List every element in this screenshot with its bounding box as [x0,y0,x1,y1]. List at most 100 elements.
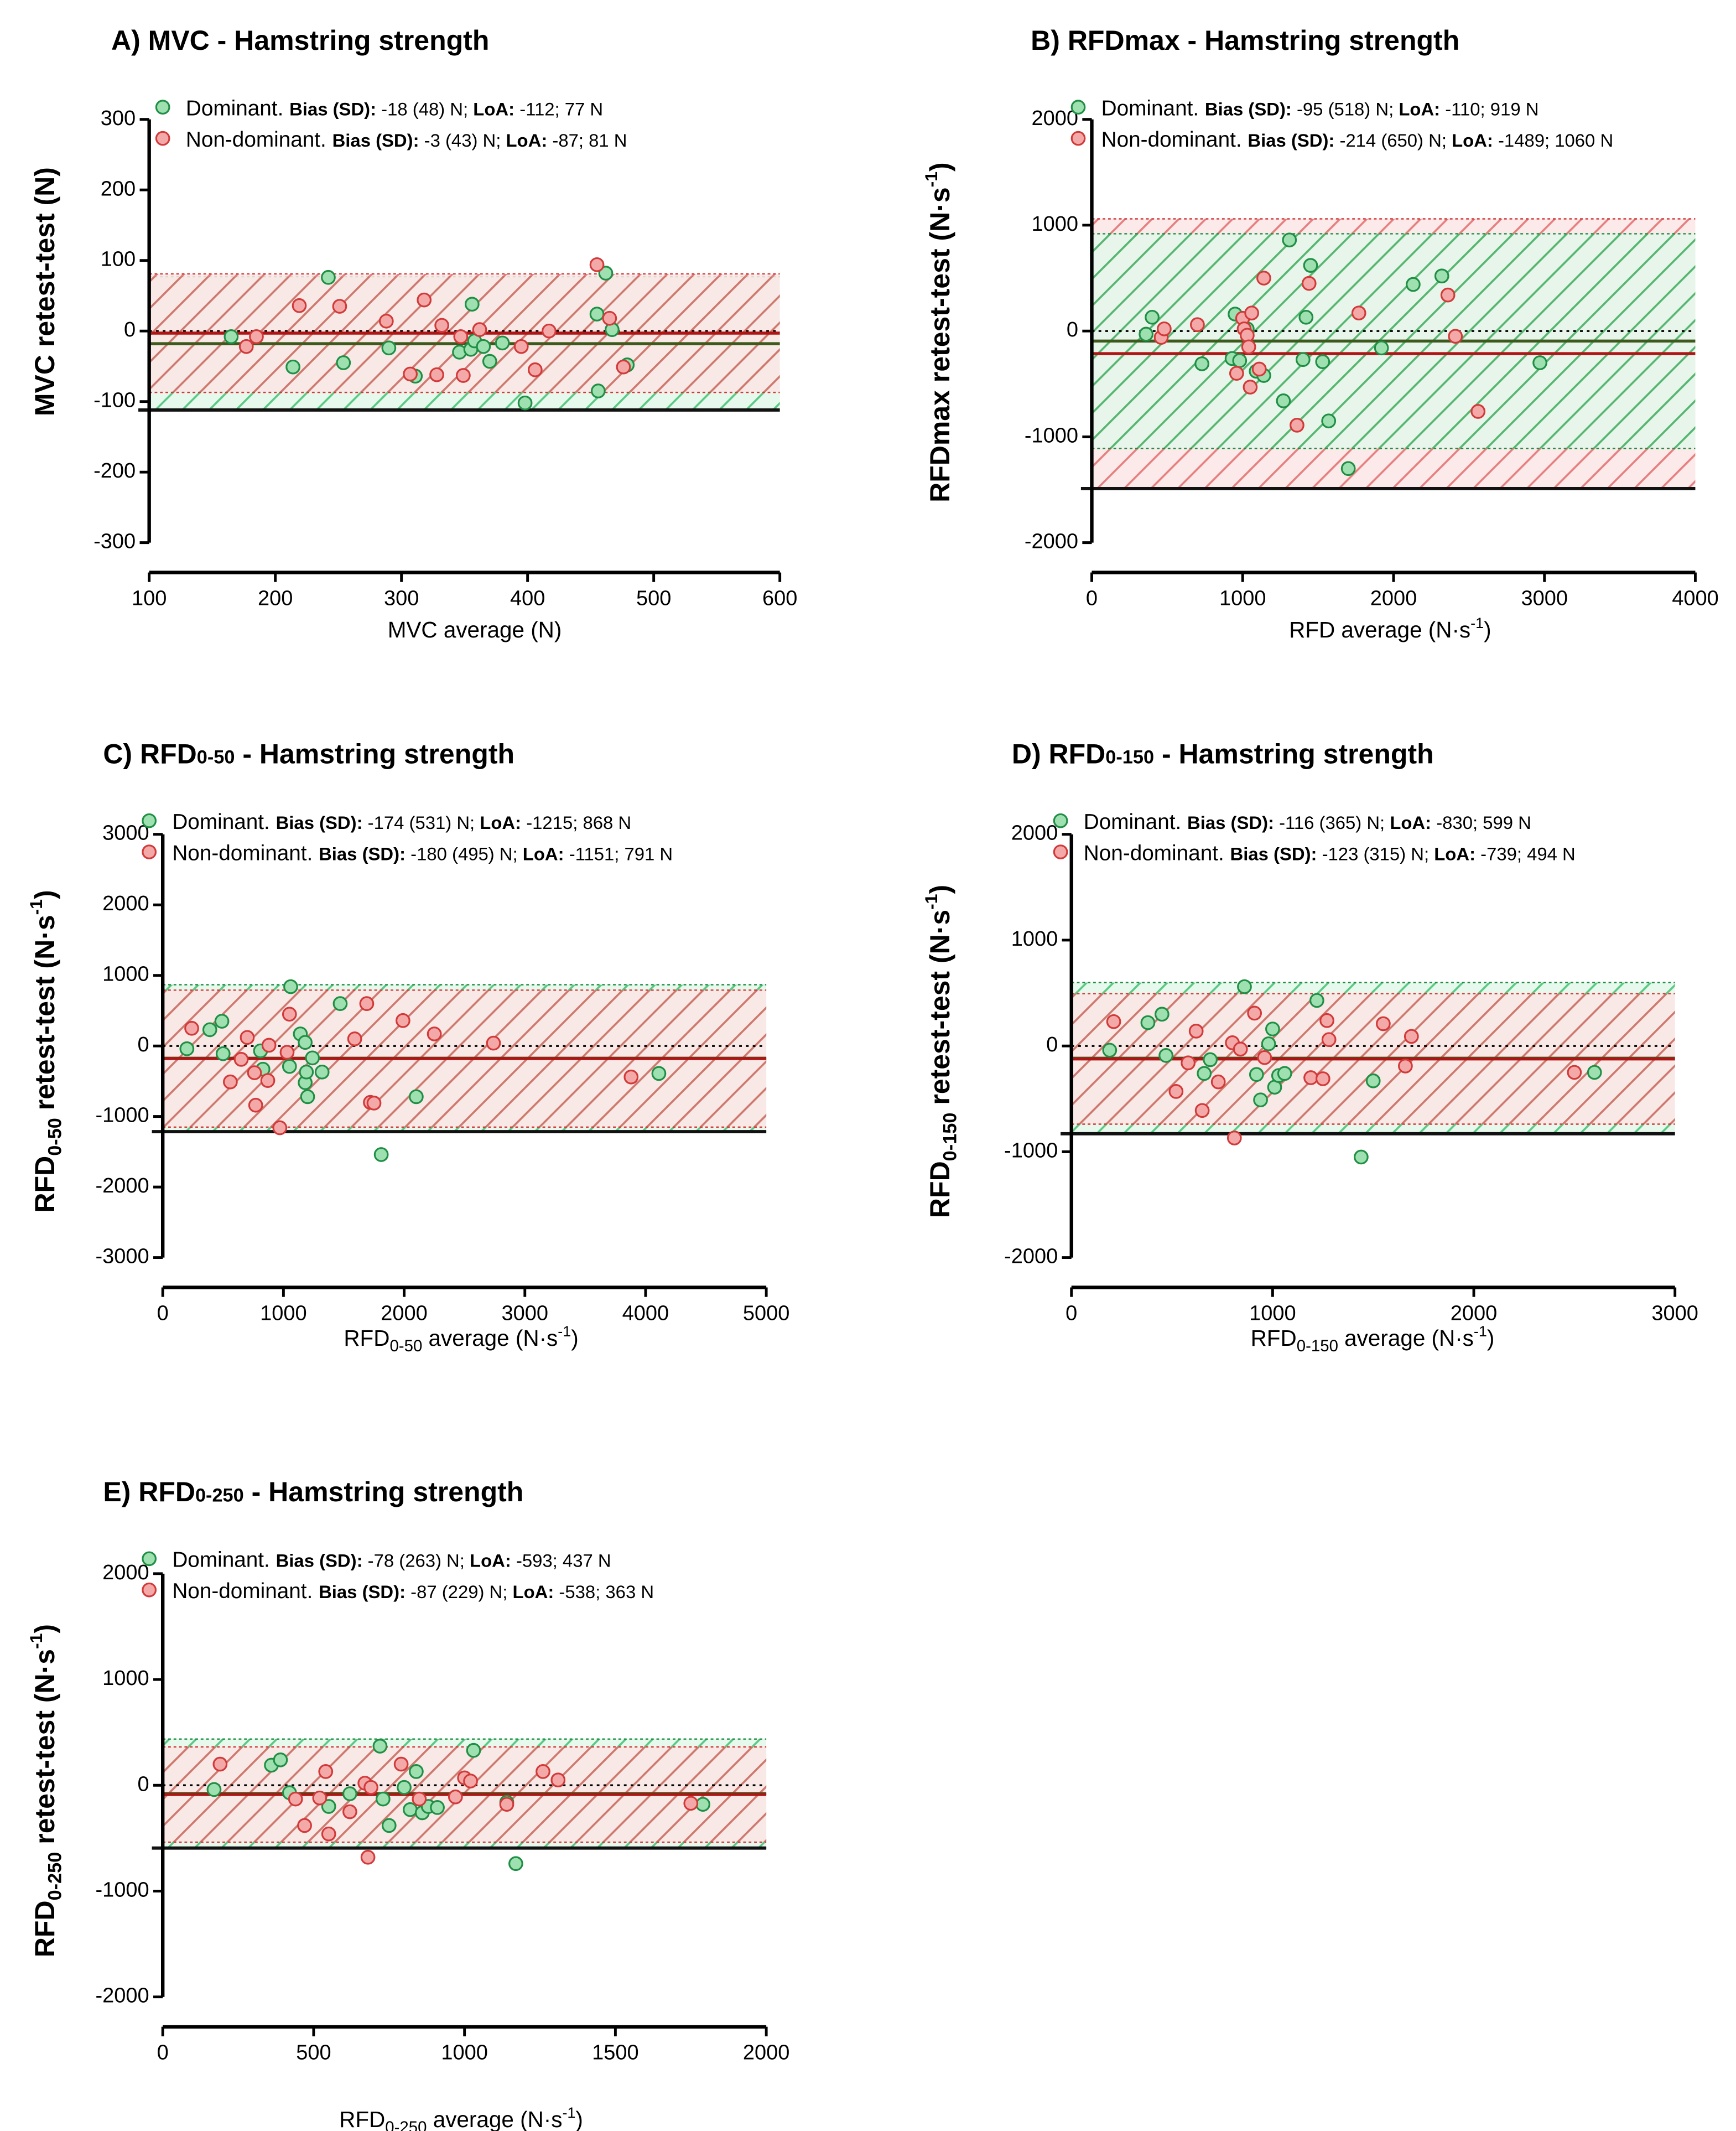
x-tick-label: 400 [510,587,545,610]
nondominant-point [184,1020,199,1036]
nondominant-point [249,329,264,344]
x-tick-label: 300 [384,587,419,610]
nondominant-point [347,1031,362,1046]
nondominant-point [248,1097,263,1113]
dominant-point [299,1064,314,1080]
y-axis-label: RFD0-150 retest-test (N·s-1) [921,885,960,1218]
nondominant-point [261,1038,277,1053]
nondominant-point [360,1849,376,1865]
dominant-point [409,1089,424,1105]
dominant-point [1249,1067,1264,1082]
dominant-point [372,1739,388,1754]
dominant-point [1145,309,1160,325]
dominant-point [464,297,480,312]
dominant-point [1354,1149,1369,1165]
dominant-point [1277,1066,1292,1081]
y-tick-label: -3000 [96,1245,149,1268]
nondominant-point [292,298,307,313]
x-tick-label: 3000 [1521,587,1568,610]
dominant-point [342,1786,357,1801]
y-tick-label: 300 [101,107,136,130]
panel-b: B) RFDmax - Hamstring strength -2000 -1000… [921,25,1719,642]
panels: A) MVC - Hamstring strength-300-200-1000… [26,25,1719,2131]
nondominant-point [279,1045,295,1060]
y-tick-label: -2000 [1004,1245,1058,1268]
nondominant-point [240,1030,255,1045]
y-tick-label: 0 [1046,1033,1058,1056]
dominant-point [1340,461,1356,476]
nondominant-point [1181,1055,1196,1071]
legend-dominant: Dominant. Bias (SD): -116 (365) N; LoA: … [1084,810,1531,834]
nondominant-point [223,1074,238,1090]
nondominant-point [288,1791,303,1807]
nondominant-point [272,1120,288,1136]
dominant-point [476,339,491,354]
x-tick-label: 1000 [1249,1302,1296,1325]
nondominant-point [1157,321,1172,336]
nondominant-point [1256,271,1271,286]
panel-title: C) RFD0-50 - Hamstring strength [103,738,514,769]
dominant-point [1587,1065,1602,1080]
nondominant-point [527,362,543,377]
nondominant-point [412,1791,427,1807]
dominant-point [430,1800,445,1815]
y-tick-label: -1000 [1004,1139,1058,1162]
nondominant-point [1194,1103,1210,1118]
dominant-point [1139,326,1154,342]
dominant-point [598,266,614,281]
x-tick-label: 1000 [1219,587,1266,610]
y-tick-label: 1000 [1011,927,1058,951]
nondominant-point [282,1007,297,1022]
nondominant-point [683,1796,699,1811]
dominant-point [1265,1022,1280,1036]
dominant-point [1232,353,1248,369]
x-tick-label: 0 [1065,1302,1077,1325]
legend-nondominant-marker [1070,131,1086,146]
y-tick-label: -2000 [96,1174,149,1197]
dominant-point [1197,1066,1212,1081]
dominant-point [1282,232,1297,248]
y-axis-label: RFD0-50 retest-test (N·s-1) [26,890,65,1212]
nondominant-point [550,1772,566,1788]
dominant-point [409,1764,424,1779]
legend-nondominant-marker [1053,844,1068,859]
y-tick-label: 2000 [102,892,149,915]
nondominant-point [393,1756,409,1772]
panel-title: A) MVC - Hamstring strength [111,25,489,56]
nondominant-point [1257,1050,1272,1065]
legend-nondominant: Non-dominant. Bias (SD): -180 (495) N; L… [172,841,673,865]
x-axis-label: RFD average (N·s-1) [1289,615,1491,642]
nondominant-point [536,1764,550,1779]
y-tick-label: -1000 [96,1104,149,1127]
x-tick-label: 600 [762,587,797,610]
nondominant-point [321,1826,336,1842]
dominant-point [1532,355,1547,370]
panel-title: E) RFD0-250 - Hamstring strength [103,1476,523,1507]
nondominant-point [1398,1059,1413,1074]
dominant-point [1155,1007,1170,1022]
dominant-point [283,979,298,994]
dominant-point [466,1743,481,1758]
legend-nondominant-marker [155,131,170,146]
nondominant-point [542,323,557,339]
y-tick-label: -2000 [1025,530,1078,553]
dominant-point [695,1797,710,1812]
nondominant-point [1168,1084,1184,1099]
dominant-point [215,1046,231,1061]
x-tick-label: 5000 [743,1302,790,1325]
nondominant-point [456,368,471,383]
x-tick-label: 2000 [1451,1302,1498,1325]
y-tick-label: 1000 [102,1667,149,1690]
x-tick-label: 0 [1086,587,1098,610]
nondominant-point [589,257,605,272]
y-tick-label: 0 [1067,318,1078,341]
dominant-point [1261,1036,1276,1051]
nondominant-point [1210,1074,1226,1090]
nondominant-point [1233,1041,1248,1057]
y-tick-label: 2000 [1031,107,1078,130]
nondominant-point [453,329,469,344]
nondominant-point [238,339,254,354]
dominant-point [282,1059,297,1074]
dominant-point [202,1022,217,1038]
